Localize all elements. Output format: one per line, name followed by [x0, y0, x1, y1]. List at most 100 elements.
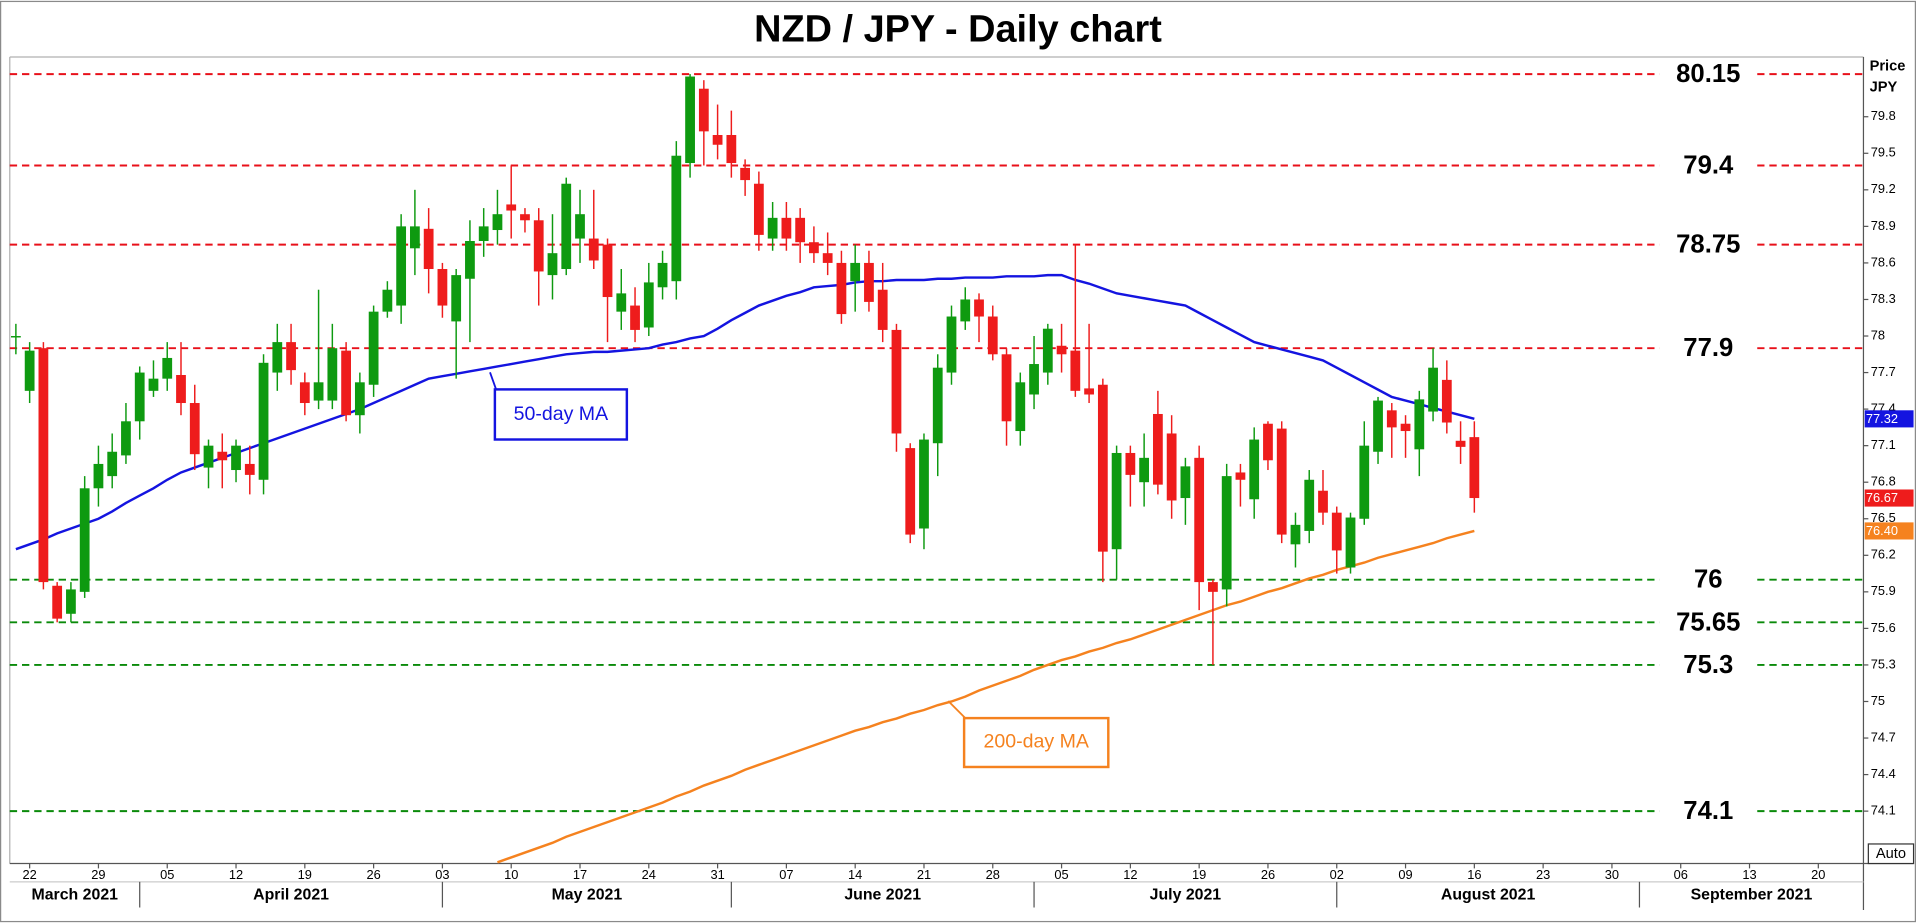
candle-body [698, 88, 709, 132]
level-label-bg [1659, 150, 1758, 181]
candle-body [38, 348, 49, 583]
candle-body [506, 204, 517, 211]
y-tick-label: 77.1 [1871, 437, 1896, 452]
candle-body [396, 226, 407, 306]
candle-body [864, 262, 874, 302]
y-tick-label: 79.8 [1871, 108, 1896, 123]
level-label: 78.75 [1676, 231, 1740, 259]
price-tag [1864, 410, 1914, 428]
candle-body [1029, 364, 1039, 395]
candle-body [451, 275, 462, 322]
candle-body [107, 451, 118, 477]
candle-body [602, 244, 613, 298]
candle-body [465, 240, 475, 279]
price-tag [1864, 489, 1914, 507]
candle-body [1441, 379, 1452, 423]
candle-body [327, 348, 338, 401]
annotation-leader [947, 700, 966, 719]
candle-body [726, 135, 737, 164]
level-label-bg [1659, 796, 1758, 826]
candle-body [1345, 517, 1356, 568]
y-tick-label: 74.7 [1871, 729, 1896, 744]
candle-body [189, 403, 200, 455]
candle-body [1042, 328, 1053, 373]
x-tick-label: 02 [1330, 867, 1344, 882]
month-label: March 2021 [32, 886, 119, 903]
candle-body [354, 382, 365, 416]
candle-body [492, 214, 503, 231]
candle-body [286, 342, 296, 371]
candle-body [877, 289, 888, 330]
auto-button[interactable]: Auto [1867, 843, 1915, 865]
auto-button-label[interactable]: Auto [1876, 846, 1906, 862]
candle-body [24, 350, 35, 391]
candle-body [1001, 354, 1012, 422]
candle-body [850, 262, 861, 282]
candle-body [1318, 490, 1328, 513]
candle-body [671, 155, 682, 282]
moving-average-line [497, 529, 1475, 864]
ma200-annotation: 200-day MA [947, 700, 1110, 769]
candle-body [946, 316, 957, 373]
candle-body [1469, 437, 1480, 499]
y-tick-label: 75.3 [1871, 656, 1896, 671]
level-label: 80.15 [1676, 60, 1740, 88]
candles [10, 74, 1480, 665]
candle-body [575, 214, 585, 239]
candle-body [1070, 350, 1081, 391]
level-label: 79.4 [1683, 151, 1734, 179]
candle-body [520, 214, 530, 221]
candle-body [134, 372, 145, 422]
candle-body [836, 262, 847, 315]
month-label: September 2021 [1691, 886, 1813, 903]
candle-body [437, 269, 448, 306]
candle-body [176, 375, 186, 404]
ma50-annotation: 50-day MA [489, 371, 629, 441]
candle-body [1194, 457, 1205, 583]
candle-body [533, 220, 544, 272]
candle-body [313, 382, 324, 401]
y-axis-label: Price [1870, 59, 1906, 75]
y-tick-label: 78 [1871, 327, 1885, 342]
x-tick-label: 17 [573, 867, 587, 882]
x-tick-label: 09 [1398, 867, 1412, 882]
annotation-text: 50-day MA [514, 403, 609, 425]
y-tick-label: 79.2 [1871, 181, 1896, 196]
x-tick-label: 14 [848, 867, 862, 882]
y-tick-label: 74.1 [1871, 803, 1896, 818]
candle-body [1428, 367, 1438, 412]
candle-body [217, 451, 228, 461]
chart-title: NZD / JPY - Daily chart [754, 8, 1162, 50]
candle-body [148, 378, 159, 391]
candle-body [1290, 524, 1301, 545]
annotation-leader [489, 371, 497, 390]
x-tick-label: 12 [1123, 867, 1137, 882]
candle-body [795, 217, 806, 243]
price-tag [1864, 522, 1914, 540]
candle-body [891, 329, 902, 434]
x-tick-label: 30 [1605, 867, 1619, 882]
price-tag-label: 77.32 [1866, 411, 1898, 426]
candle-body [1180, 466, 1191, 499]
candle-body [1139, 457, 1150, 483]
y-tick-label: 75 [1871, 693, 1885, 708]
annotation-box [962, 716, 1110, 769]
candle-body [121, 421, 131, 456]
x-tick-label: 16 [1467, 867, 1481, 882]
candle-body [1276, 428, 1287, 535]
x-tick-label: 13 [1742, 867, 1756, 882]
candle-body [822, 253, 833, 263]
candle-body [10, 336, 21, 338]
candle-body [974, 299, 984, 317]
month-label: April 2021 [253, 886, 329, 903]
candle-body [1249, 439, 1260, 500]
candle-body [1373, 400, 1383, 452]
candle-body [767, 217, 778, 239]
y-tick-label: 74.4 [1871, 766, 1896, 781]
auto-button-box[interactable] [1867, 843, 1915, 865]
candle-body [1097, 384, 1108, 552]
month-label: July 2021 [1150, 886, 1222, 903]
candle-body [258, 362, 269, 480]
candle-body [272, 342, 283, 373]
